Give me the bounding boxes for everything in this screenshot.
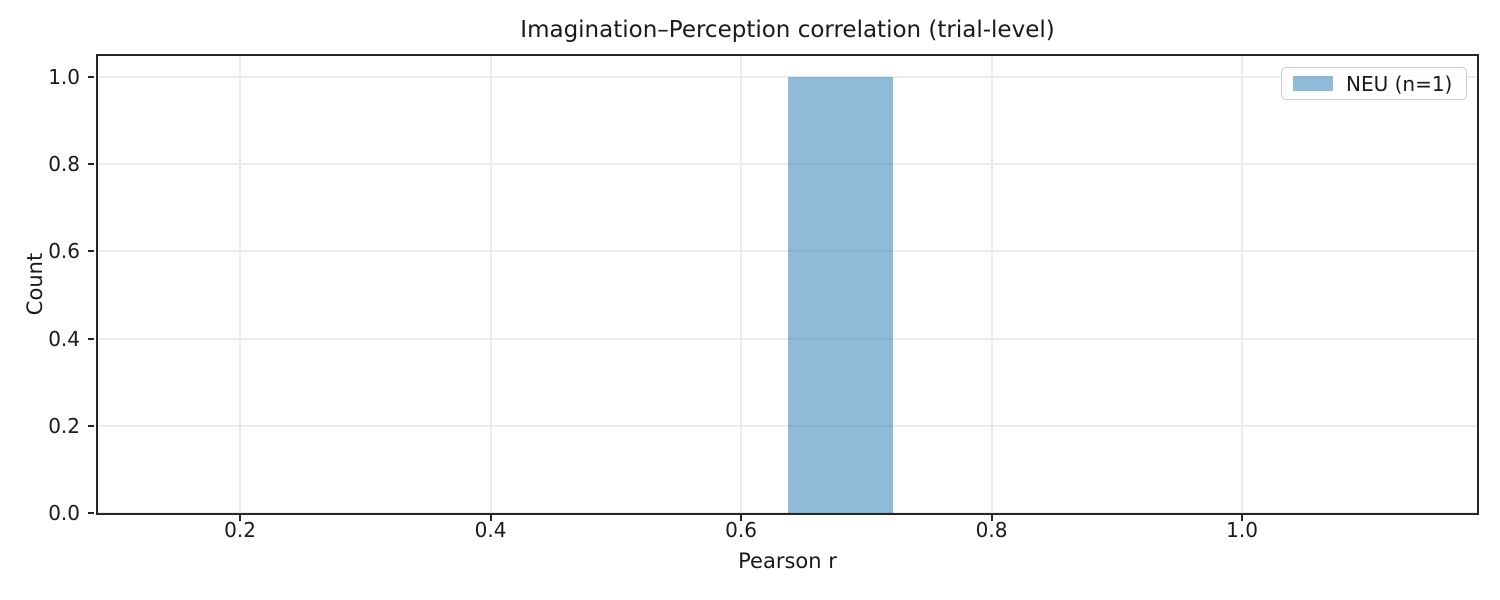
x-tick-label: 1.0 (1226, 518, 1258, 542)
y-tick-label: 1.0 (48, 65, 80, 89)
legend-swatch-neu (1293, 76, 1333, 91)
y-gridline (98, 337, 1477, 340)
x-gridline (1241, 56, 1244, 513)
legend: NEU (n=1) (1281, 67, 1467, 100)
y-tick-mark (88, 424, 94, 427)
y-gridline (98, 163, 1477, 166)
x-tick-label: 0.4 (474, 518, 507, 542)
y-tick-label: 0.2 (48, 413, 80, 438)
y-tick-mark (88, 76, 94, 78)
x-gridline (740, 56, 743, 513)
x-tick-mark (990, 515, 993, 521)
x-gridline (239, 56, 242, 513)
x-tick-mark (239, 515, 242, 521)
y-tick-mark (88, 512, 94, 514)
y-tick-mark (88, 250, 94, 253)
histogram-bar (788, 77, 894, 513)
y-gridline (98, 512, 1477, 513)
legend-label-neu: NEU (n=1) (1346, 71, 1453, 96)
x-axis-label: Pearson r (738, 549, 837, 573)
y-tick-label: 0.4 (48, 326, 80, 351)
x-gridline (990, 56, 993, 513)
x-tick-label: 0.2 (224, 518, 256, 542)
y-gridline (98, 250, 1477, 253)
x-tick-mark (740, 515, 743, 521)
chart-title: Imagination–Perception correlation (tria… (520, 17, 1055, 43)
y-tick-label: 0.6 (48, 239, 80, 264)
x-tick-mark (1241, 515, 1244, 521)
y-gridline (98, 424, 1477, 427)
y-tick-mark (88, 337, 94, 340)
y-tick-label: 0.0 (48, 501, 80, 525)
y-tick-mark (88, 163, 94, 166)
x-tick-label: 0.8 (975, 518, 1008, 542)
plot-inner (98, 56, 1477, 513)
y-tick-label: 0.8 (48, 152, 80, 177)
x-tick-label: 0.6 (725, 518, 757, 542)
y-gridline (98, 76, 1477, 78)
plot-area (96, 54, 1479, 515)
x-tick-mark (489, 515, 492, 521)
x-gridline (489, 56, 492, 513)
